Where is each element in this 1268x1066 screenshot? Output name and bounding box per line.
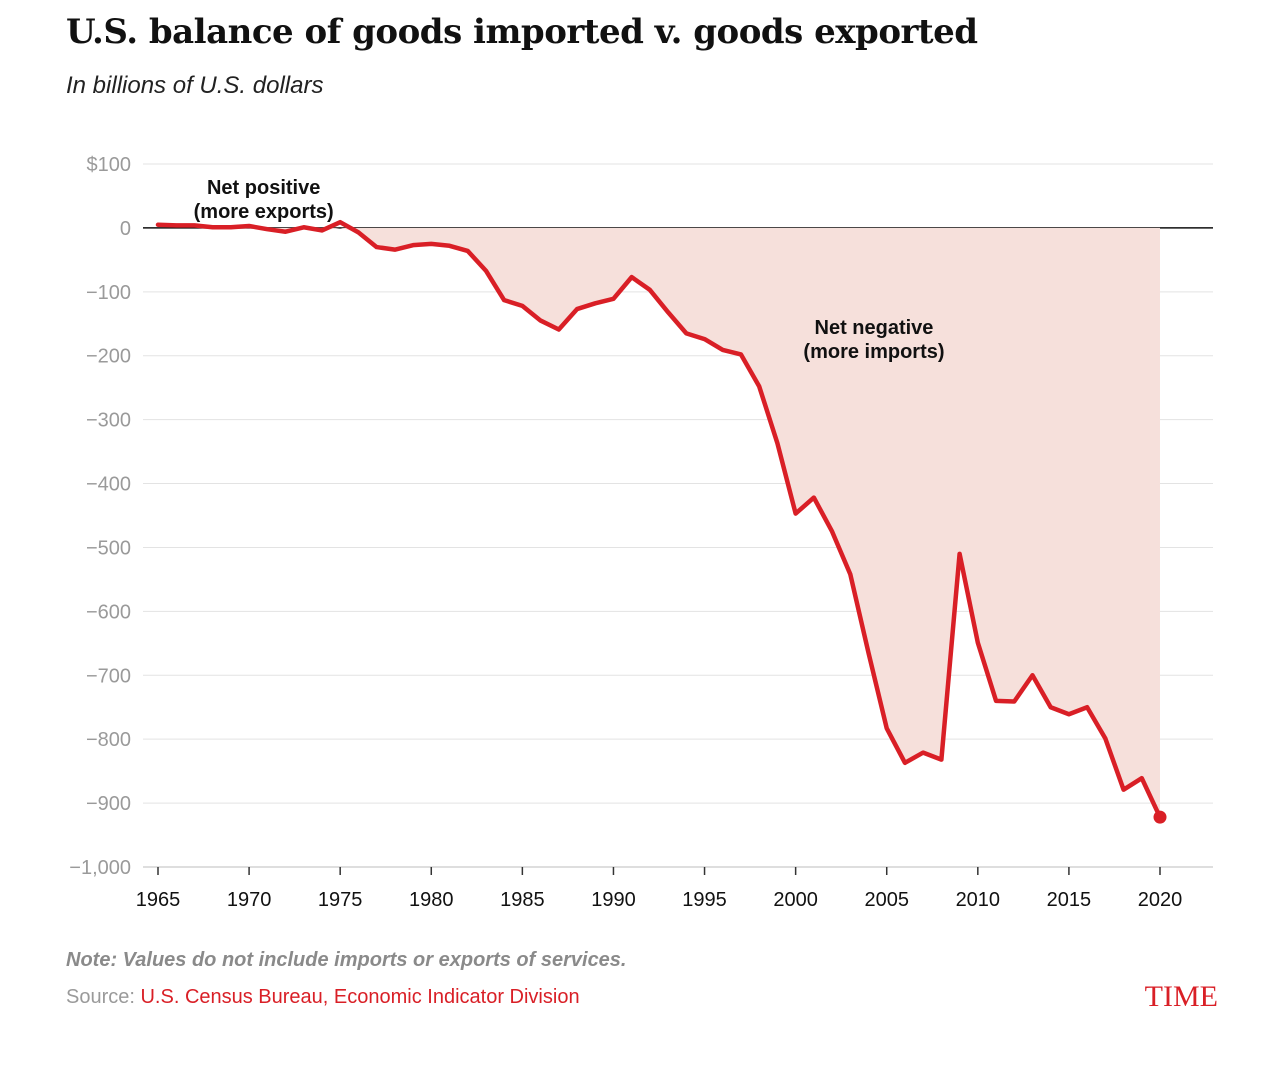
x-tick-label: 1970 bbox=[227, 889, 272, 911]
x-tick-label: 1985 bbox=[500, 889, 545, 911]
x-tick-label: 1965 bbox=[136, 889, 181, 911]
line-layer bbox=[155, 219, 1167, 824]
x-tick-label: 2005 bbox=[864, 889, 909, 911]
x-tick-label: 1990 bbox=[591, 889, 636, 911]
y-tick-label: −500 bbox=[86, 537, 131, 559]
page-title: U.S. balance of goods imported v. goods … bbox=[66, 12, 978, 52]
annotations: Net positive(more exports) Net negative(m… bbox=[194, 177, 945, 363]
time-logo: TIME bbox=[1144, 980, 1218, 1013]
y-tick-label: $100 bbox=[87, 154, 132, 176]
x-tick-label: 2010 bbox=[956, 889, 1001, 911]
y-tick-label: −1,000 bbox=[69, 857, 131, 879]
x-tick-label: 2020 bbox=[1138, 889, 1183, 911]
y-tick-label: −100 bbox=[86, 282, 131, 304]
x-tick-label: 1995 bbox=[682, 889, 727, 911]
y-tick-label: −600 bbox=[86, 601, 131, 623]
y-tick-label: −900 bbox=[86, 793, 131, 815]
source-prefix: Source: bbox=[66, 986, 141, 1008]
x-tick-label: 2000 bbox=[773, 889, 818, 911]
y-tick-label: 0 bbox=[120, 218, 131, 240]
x-tick-label: 1980 bbox=[409, 889, 454, 911]
source-link[interactable]: U.S. Census Bureau, Economic Indicator D… bbox=[140, 986, 580, 1008]
y-tick-label: −200 bbox=[86, 346, 131, 368]
y-tick-label: −800 bbox=[86, 729, 131, 751]
negative-area-fill bbox=[158, 227, 1160, 818]
series-line bbox=[155, 219, 1163, 820]
annotation-line1: Net negative bbox=[815, 317, 934, 339]
area-layer bbox=[158, 227, 1160, 818]
chart-subtitle: In billions of U.S. dollars bbox=[66, 72, 324, 99]
y-axis: $100 0 −100 −200 −300 −400 −500 −600 −700 −800 −90… bbox=[69, 154, 131, 879]
source-line: Source: U.S. Census Bureau, Economic Ind… bbox=[66, 986, 580, 1009]
y-tick-label: −300 bbox=[86, 410, 131, 432]
x-tick-label: 2015 bbox=[1047, 889, 1092, 911]
annotation-line1: Net positive bbox=[207, 177, 320, 199]
x-axis: 1965 1970 1975 1980 1985 1990 1995 2000 2005 2010… bbox=[136, 866, 1213, 911]
chart-note: Note: Values do not include imports or e… bbox=[66, 949, 627, 971]
annotation-line2: (more exports) bbox=[194, 201, 334, 223]
y-tick-label: −700 bbox=[86, 665, 131, 687]
annotation-line2: (more imports) bbox=[803, 341, 944, 363]
x-tick-label: 1975 bbox=[318, 889, 363, 911]
last-point-marker bbox=[1153, 810, 1167, 824]
y-tick-label: −400 bbox=[86, 474, 131, 496]
